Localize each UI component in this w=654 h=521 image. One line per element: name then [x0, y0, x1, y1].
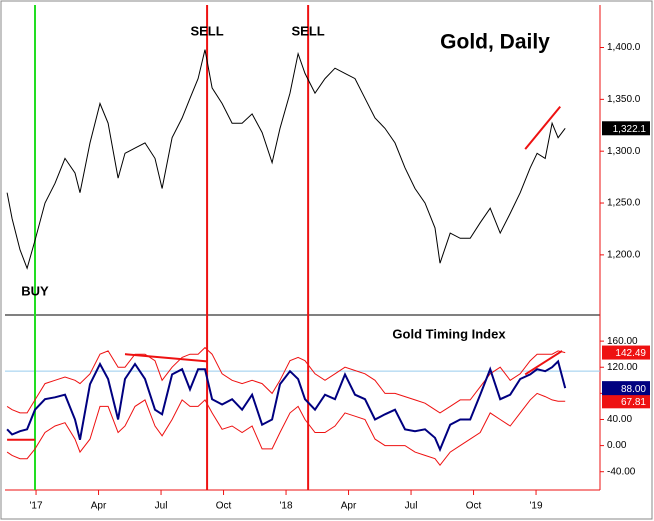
- y-tick-label: 1,300.0: [607, 146, 641, 157]
- y-tick-label: 40.00: [607, 414, 632, 425]
- x-tick-label: '17: [30, 501, 43, 512]
- end-label-box: [602, 345, 650, 360]
- series-line: [6, 359, 567, 453]
- x-tick-label: Oct: [466, 501, 482, 512]
- signal-label: BUY: [21, 283, 49, 298]
- x-tick-label: Apr: [341, 501, 357, 512]
- y-tick-label: 1,200.0: [607, 250, 641, 261]
- series-line: [6, 346, 566, 414]
- end-label: 88.00: [621, 384, 646, 395]
- end-label-box: [602, 394, 650, 409]
- y-tick-label: 1,400.0: [607, 42, 641, 53]
- x-tick-label: Apr: [91, 501, 107, 512]
- trend-line: [524, 350, 563, 376]
- y-tick-label: 120.00: [607, 362, 638, 373]
- end-label: 67.81: [621, 397, 646, 408]
- trend-line: [524, 105, 561, 150]
- signal-label: SELL: [190, 23, 223, 38]
- series-line: [6, 49, 566, 270]
- series-line: [6, 392, 566, 467]
- x-tick-label: Oct: [216, 501, 232, 512]
- y-tick-label: -40.00: [607, 466, 636, 477]
- end-label: 1,322.1: [613, 124, 647, 135]
- x-tick-label: '18: [280, 501, 293, 512]
- end-label-box: [602, 121, 650, 136]
- y-tick-label: 0.00: [607, 440, 627, 451]
- x-tick-label: Jul: [155, 501, 168, 512]
- y-tick-label: 160.00: [607, 336, 638, 347]
- x-tick-label: Jul: [405, 501, 418, 512]
- panel-title: Gold Timing Index: [392, 326, 506, 341]
- trend-line: [124, 353, 208, 363]
- y-tick-label: 1,250.0: [607, 198, 641, 209]
- signal-label: SELL: [292, 23, 325, 38]
- x-tick-label: '19: [530, 501, 543, 512]
- end-label-box: [602, 381, 650, 396]
- y-tick-label: 1,350.0: [607, 94, 641, 105]
- end-label: 142.49: [615, 348, 646, 359]
- chart-title: Gold, Daily: [440, 31, 550, 54]
